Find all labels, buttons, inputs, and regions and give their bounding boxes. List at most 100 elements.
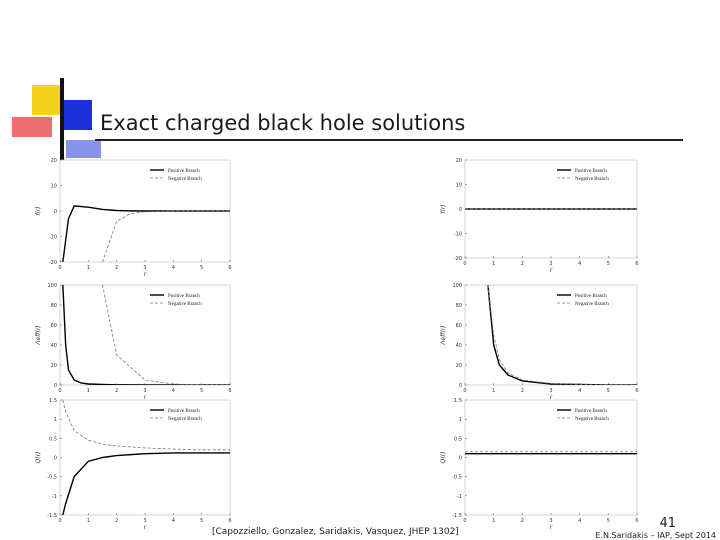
series-line bbox=[487, 285, 637, 385]
y-tick-label: 40 bbox=[456, 343, 462, 349]
deco-red bbox=[12, 117, 52, 137]
plot-frame bbox=[59, 284, 231, 386]
plot-frame bbox=[464, 399, 638, 516]
x-tick-label: 5 bbox=[200, 518, 203, 524]
x-tick-label: 0 bbox=[463, 261, 466, 267]
series-line bbox=[62, 285, 230, 385]
x-tick-label: 1 bbox=[87, 388, 90, 394]
y-tick-label: -10 bbox=[49, 235, 57, 241]
y-tick-label: 100 bbox=[47, 283, 57, 289]
plot: 0 1 2 3 4 5 6 -1.5 -1 -0.5 0 0.5 1 1.5 r Q(r) Positive B… bbox=[35, 398, 232, 531]
x-tick-label: 3 bbox=[549, 518, 552, 524]
y-tick-label: 10 bbox=[51, 184, 57, 190]
legend-label: Negative Branch bbox=[168, 417, 202, 422]
x-tick-label: 5 bbox=[607, 388, 610, 394]
x-tick-label: 0 bbox=[58, 388, 61, 394]
x-tick-label: 4 bbox=[578, 261, 581, 267]
y-tick-label: -1.5 bbox=[47, 513, 57, 519]
y-tick-label: 0 bbox=[54, 383, 57, 389]
x-tick-label: 4 bbox=[172, 265, 175, 271]
y-tick-label: 80 bbox=[51, 303, 57, 309]
legend-label: Positive Branch bbox=[575, 409, 607, 414]
x-tick-label: 2 bbox=[115, 388, 118, 394]
x-tick-label: 6 bbox=[635, 518, 638, 524]
series-line bbox=[62, 452, 230, 515]
legend-label: Positive Branch bbox=[168, 294, 200, 299]
y-tick-label: 20 bbox=[51, 158, 57, 164]
x-tick-label: 3 bbox=[143, 388, 146, 394]
deco-yellow bbox=[32, 85, 62, 115]
x-tick-label: 2 bbox=[521, 261, 524, 267]
y-tick-label: 0 bbox=[459, 207, 462, 213]
legend-label: Negative Branch bbox=[575, 177, 609, 182]
x-tick-label: 6 bbox=[228, 388, 231, 394]
x-axis-label: r bbox=[144, 271, 147, 278]
x-tick-label: 3 bbox=[143, 265, 146, 271]
series-line bbox=[62, 400, 230, 451]
y-tick-label: -20 bbox=[49, 260, 57, 266]
y-tick-label: 0 bbox=[54, 209, 57, 215]
plot: 0 1 2 3 4 5 6 -20 -10 0 10 20 r f(r) Positive Branch Ne… bbox=[35, 158, 232, 278]
x-tick-label: 6 bbox=[228, 518, 231, 524]
x-tick-label: 0 bbox=[463, 388, 466, 394]
y-tick-label: -1.5 bbox=[452, 513, 462, 519]
y-tick-label: 40 bbox=[51, 343, 57, 349]
x-tick-label: 2 bbox=[521, 388, 524, 394]
x-tick-label: 2 bbox=[521, 518, 524, 524]
y-tick-label: 20 bbox=[51, 363, 57, 369]
x-tick-label: 5 bbox=[607, 261, 610, 267]
plot-frame bbox=[464, 284, 638, 386]
x-tick-label: 2 bbox=[115, 265, 118, 271]
y-tick-label: 1 bbox=[54, 417, 57, 423]
x-tick-label: 1 bbox=[492, 518, 495, 524]
y-tick-label: 100 bbox=[452, 283, 462, 289]
y-tick-label: -1 bbox=[52, 494, 57, 500]
legend-label: Negative Branch bbox=[168, 302, 202, 307]
y-tick-label: 20 bbox=[456, 158, 462, 164]
y-tick-label: -20 bbox=[454, 256, 462, 262]
x-tick-label: 3 bbox=[549, 261, 552, 267]
plot-frame bbox=[59, 399, 231, 516]
x-axis-label: r bbox=[144, 394, 147, 401]
series-line bbox=[102, 210, 230, 262]
y-tick-label: 60 bbox=[456, 323, 462, 329]
deco-lightblue bbox=[66, 140, 101, 158]
y-tick-label: 0 bbox=[459, 456, 462, 462]
y-tick-label: 1.5 bbox=[49, 398, 57, 404]
plot: 0 1 2 3 4 5 6 -20 -10 0 10 20 r f(r) Positive Branch Ne… bbox=[440, 158, 639, 274]
x-tick-label: 6 bbox=[635, 261, 638, 267]
y-axis-label: Q(r) bbox=[35, 452, 42, 464]
y-tick-label: 0 bbox=[459, 383, 462, 389]
x-tick-label: 0 bbox=[58, 518, 61, 524]
x-tick-label: 5 bbox=[200, 388, 203, 394]
legend-label: Positive Branch bbox=[575, 294, 607, 299]
y-tick-label: -10 bbox=[454, 232, 462, 238]
legend-label: Positive Branch bbox=[575, 169, 607, 174]
x-tick-label: 4 bbox=[578, 388, 581, 394]
plot: 0 1 2 3 4 5 6 -1.5 -1 -0.5 0 0.5 1 1.5 r Q(r) Positive B… bbox=[440, 398, 639, 531]
x-tick-label: 4 bbox=[172, 388, 175, 394]
x-tick-label: 5 bbox=[607, 518, 610, 524]
y-tick-label: -0.5 bbox=[47, 475, 57, 481]
x-axis-label: r bbox=[550, 524, 553, 531]
x-tick-label: 1 bbox=[492, 261, 495, 267]
legend-label: Negative Branch bbox=[575, 417, 609, 422]
y-tick-label: 0 bbox=[54, 456, 57, 462]
legend-label: Negative Branch bbox=[575, 302, 609, 307]
x-tick-label: 3 bbox=[549, 388, 552, 394]
y-tick-label: -1 bbox=[457, 494, 462, 500]
y-axis-label: Q(r) bbox=[440, 452, 447, 464]
y-axis-label: Λeff(r) bbox=[35, 325, 42, 345]
y-axis-label: f(r) bbox=[440, 204, 447, 213]
y-axis-label: f(r) bbox=[35, 206, 42, 215]
x-tick-label: 6 bbox=[635, 388, 638, 394]
y-tick-label: 80 bbox=[456, 303, 462, 309]
series-line bbox=[487, 285, 637, 385]
x-tick-label: 1 bbox=[492, 388, 495, 394]
x-tick-label: 3 bbox=[143, 518, 146, 524]
legend-label: Negative Branch bbox=[168, 177, 202, 182]
legend-label: Positive Branch bbox=[168, 169, 200, 174]
